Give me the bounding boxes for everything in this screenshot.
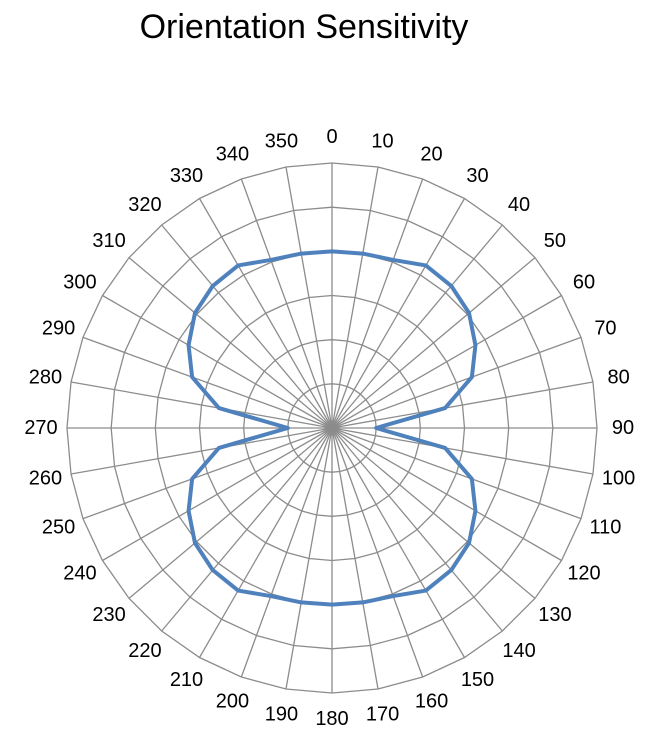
- grid-spoke: [331, 178, 424, 429]
- angle-tick-label: 130: [538, 604, 571, 626]
- angle-tick-label: 0: [326, 126, 337, 148]
- grid-spoke: [331, 427, 424, 678]
- grid-spoke: [331, 427, 582, 520]
- grid-spoke: [102, 294, 333, 429]
- angle-tick-label: 270: [24, 417, 57, 439]
- grid-spoke: [285, 166, 333, 429]
- grid-spoke: [240, 427, 333, 678]
- angle-tick-label: 200: [216, 690, 249, 712]
- grid-spoke: [331, 427, 536, 599]
- chart-title: Orientation Sensitivity: [139, 8, 469, 46]
- angle-tick-label: 260: [29, 468, 62, 490]
- angle-tick-label: 240: [63, 563, 96, 585]
- grid-spoke: [128, 427, 333, 599]
- grid-spoke: [331, 381, 594, 429]
- angle-tick-label: 140: [502, 640, 535, 662]
- angle-tick-label: 290: [42, 317, 75, 339]
- angle-tick-label: 170: [366, 704, 399, 726]
- grid-spoke: [331, 257, 536, 429]
- angle-tick-label: 100: [602, 468, 635, 490]
- angle-tick-label: 230: [92, 604, 125, 626]
- angle-tick-label: 70: [594, 317, 616, 339]
- angle-tick-label: 80: [607, 366, 629, 388]
- grid-spoke: [331, 427, 379, 690]
- angle-tick-label: 120: [567, 563, 600, 585]
- grid-spoke: [331, 427, 503, 632]
- angle-tick-label: 150: [461, 669, 494, 691]
- grid-spoke: [82, 336, 333, 429]
- angle-tick-label: 300: [63, 272, 96, 294]
- angle-tick-label: 40: [508, 194, 530, 216]
- angle-tick-label: 50: [544, 230, 566, 252]
- angle-tick-label: 250: [42, 517, 75, 539]
- angle-tick-label: 310: [92, 230, 125, 252]
- grid-spoke: [198, 427, 333, 658]
- grid-spoke: [331, 427, 466, 658]
- grid-spoke: [331, 198, 466, 429]
- grid-spoke: [128, 257, 333, 429]
- grid-spoke: [285, 427, 333, 690]
- angle-tick-label: 330: [170, 165, 203, 187]
- grid-spoke: [70, 427, 333, 475]
- grid-spoke: [331, 336, 582, 429]
- grid-spoke: [331, 294, 562, 429]
- grid-spoke: [331, 224, 503, 429]
- series-group: [186, 249, 478, 607]
- angle-tick-label: 190: [265, 704, 298, 726]
- grid-spoke: [161, 224, 333, 429]
- grid-spoke: [331, 427, 562, 562]
- grid-spoke: [198, 198, 333, 429]
- angle-tick-label: 90: [612, 417, 634, 439]
- grid-spoke: [331, 427, 594, 475]
- angle-tick-label: 10: [371, 130, 393, 152]
- angle-tick-label: 110: [590, 517, 622, 539]
- grid-spoke: [82, 427, 333, 520]
- grid-spoke: [70, 381, 333, 429]
- angle-tick-label: 280: [29, 366, 62, 388]
- angle-tick-label: 210: [170, 669, 203, 691]
- angle-tick-label: 160: [415, 690, 448, 712]
- grid-spoke: [240, 178, 333, 429]
- grid-spoke: [161, 427, 333, 632]
- grid-spoke: [331, 166, 379, 429]
- grid-spokes: [67, 163, 597, 693]
- angle-tick-label: 340: [216, 144, 249, 166]
- angle-tick-label: 180: [315, 708, 348, 730]
- grid-spoke: [102, 427, 333, 562]
- angle-tick-label: 20: [420, 144, 442, 166]
- angle-tick-label: 320: [128, 194, 161, 216]
- angle-tick-label: 350: [265, 130, 298, 152]
- angle-tick-label: 60: [573, 272, 595, 294]
- angle-tick-label: 220: [128, 640, 161, 662]
- angle-tick-label: 30: [466, 165, 488, 187]
